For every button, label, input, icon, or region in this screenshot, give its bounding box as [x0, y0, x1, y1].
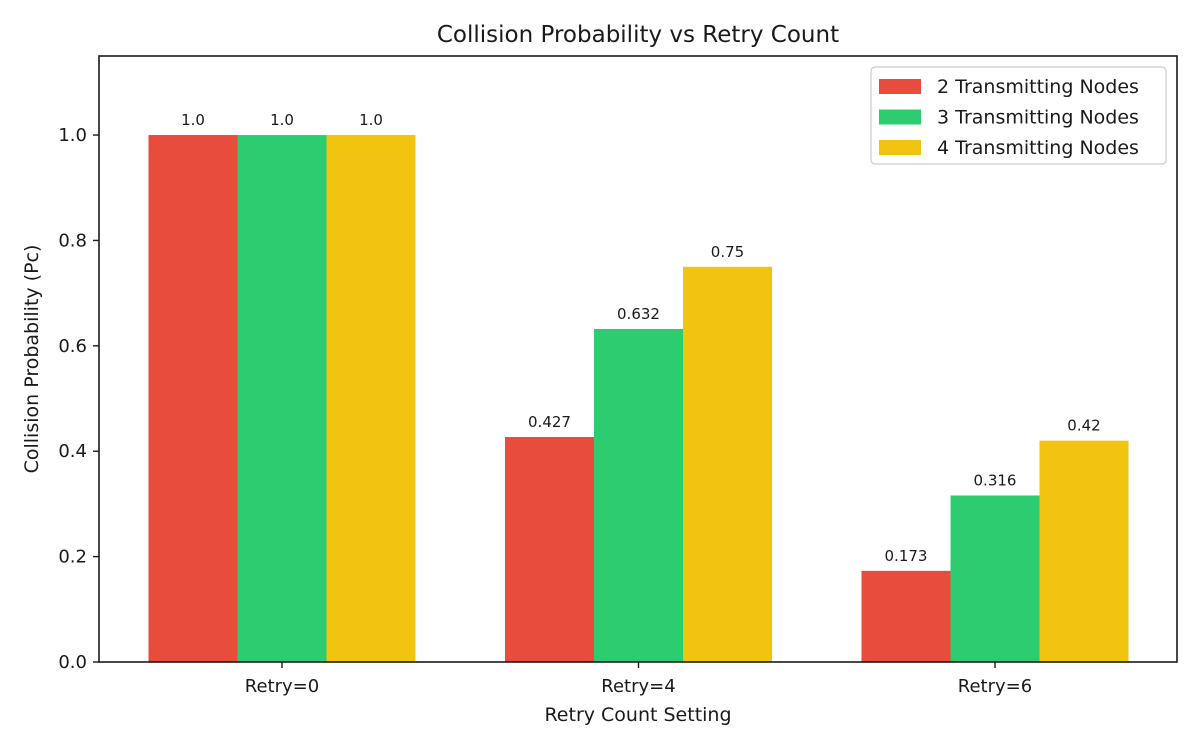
legend-swatch: [879, 109, 921, 125]
y-axis-label: Collision Probability (Pc): [21, 245, 43, 474]
legend: 2 Transmitting Nodes 3 Transmitting Nodes…: [870, 66, 1167, 165]
bar: [505, 436, 594, 662]
bar: [237, 135, 327, 663]
bar: [683, 266, 772, 662]
legend-label: 4 Transmitting Nodes: [937, 137, 1139, 159]
bar-value-label: 0.75: [711, 243, 744, 261]
legend-label: 3 Transmitting Nodes: [937, 107, 1139, 129]
bar-value-label: 0.42: [1067, 417, 1100, 435]
y-tick-label: 0.0: [58, 652, 87, 673]
bar-value-label: 1.0: [359, 111, 383, 129]
bar: [861, 570, 951, 662]
legend-swatch: [879, 79, 921, 94]
chart-title: Collision Probability vs Retry Count: [437, 22, 839, 48]
bar-value-label: 0.427: [528, 413, 571, 431]
bar-value-label: 1.0: [270, 111, 294, 129]
bar-value-label: 0.173: [885, 547, 928, 565]
y-tick-label: 0.6: [58, 336, 87, 357]
bar: [950, 495, 1040, 662]
y-tick-label: 0.4: [58, 441, 87, 462]
bar: [1039, 440, 1129, 662]
bar-value-label: 1.0: [181, 111, 205, 129]
bar-value-label: 0.316: [974, 471, 1017, 489]
bar: [148, 135, 238, 663]
y-tick-label: 0.8: [58, 230, 87, 251]
x-tick-label: Retry=0: [245, 676, 319, 697]
y-tick-label: 1.0: [58, 125, 87, 146]
legend-box: [870, 66, 1167, 165]
x-tick-label: Retry=6: [958, 676, 1032, 697]
legend-swatch: [879, 140, 921, 155]
bar-value-label: 0.632: [617, 305, 660, 323]
bar: [326, 135, 416, 663]
x-axis-label: Retry Count Setting: [544, 704, 731, 726]
legend-label: 2 Transmitting Nodes: [937, 76, 1139, 98]
x-tick-label: Retry=4: [601, 676, 675, 697]
plot-area: 1.0 0.427 0.173 1.0 0.632 0.316 1.0 0.75 0.42 0.0…: [58, 55, 1178, 697]
y-tick-label: 0.2: [58, 547, 87, 568]
bar: [594, 328, 683, 662]
